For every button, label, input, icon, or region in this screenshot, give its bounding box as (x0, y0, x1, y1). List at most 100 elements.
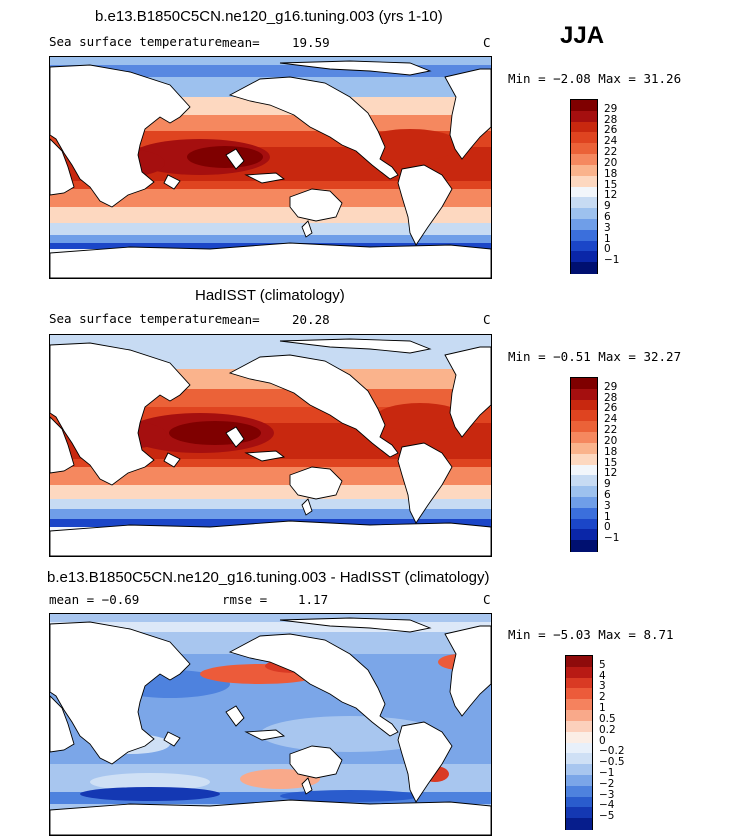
colorbar-tick-label: 0 (604, 521, 611, 534)
colorbar-tick-label: 20 (604, 434, 618, 447)
colorbar-swatch (566, 742, 592, 754)
colorbar-swatch (571, 378, 597, 390)
colorbar-swatch (571, 388, 597, 401)
colorbar-tick-label: −2 (599, 777, 615, 790)
colorbar-tick-label: 4 (599, 669, 606, 682)
land-masses (50, 60, 491, 278)
colorbar-tick-label: −0.2 (599, 745, 625, 758)
colorbar-swatch (566, 774, 592, 787)
colorbar-tick-label: 3 (599, 680, 606, 693)
panel1-colorbar (570, 99, 598, 274)
colorbar-tick-label: 22 (604, 146, 618, 159)
panel2-field-label: Sea surface temperature (49, 311, 223, 326)
colorbar-swatch (571, 121, 597, 133)
colorbar-tick-label: 3 (604, 499, 611, 512)
colorbar-tick-label: 12 (604, 189, 618, 202)
colorbar-tick-label: 18 (604, 445, 618, 458)
colorbar-swatch (571, 486, 597, 498)
colorbar-tick-label: 24 (604, 135, 618, 148)
colorbar-swatch (571, 251, 597, 263)
colorbar-tick-label: 20 (604, 156, 618, 169)
colorbar-tick-label: 26 (604, 124, 618, 137)
colorbar-swatch (571, 229, 597, 242)
colorbar-swatch (566, 785, 592, 798)
colorbar-swatch (571, 496, 597, 509)
colorbar-tick-label: 0.2 (599, 723, 616, 736)
colorbar-tick-label: 12 (604, 467, 618, 480)
colorbar-swatch (571, 453, 597, 465)
colorbar-swatch (566, 656, 592, 668)
colorbar-swatch (571, 518, 597, 530)
panel2-minmax: Min = −0.51 Max = 32.27 (508, 349, 682, 364)
colorbar-tick-label: 6 (604, 210, 611, 223)
colorbar-swatch (571, 240, 597, 252)
panel1-map (49, 56, 492, 279)
panel3-rmse-value: 1.17 (298, 592, 329, 607)
colorbar-tick-label: 5 (599, 658, 606, 671)
panel3-minmax: Min = −5.03 Max = 8.71 (508, 627, 674, 642)
colorbar-swatch (571, 529, 597, 541)
colorbar-tick-label: 3 (604, 221, 611, 234)
colorbar-tick-label: 1 (604, 232, 611, 245)
colorbar-tick-label: −3 (599, 788, 615, 801)
panel2-mean-label: mean= (222, 312, 260, 327)
colorbar-swatch (571, 410, 597, 422)
colorbar-swatch (571, 175, 597, 187)
panel2-units: C (483, 312, 491, 327)
colorbar-tick-label: −1 (599, 766, 615, 779)
colorbar-swatch (566, 807, 592, 819)
colorbar-swatch (566, 720, 592, 733)
panel3-map (49, 613, 492, 836)
colorbar-tick-label: 9 (604, 478, 611, 491)
panel1-field-label: Sea surface temperature (49, 34, 223, 49)
colorbar-tick-label: 22 (604, 424, 618, 437)
colorbar-tick-label: 29 (604, 102, 618, 115)
colorbar-swatch (566, 796, 592, 808)
colorbar-swatch (571, 186, 597, 198)
colorbar-swatch (571, 110, 597, 123)
colorbar-tick-label: −1 (604, 532, 620, 545)
colorbar-swatch (571, 262, 597, 274)
colorbar-swatch (566, 818, 592, 830)
panel2-map (49, 334, 492, 557)
colorbar-swatch (566, 677, 592, 689)
colorbar-swatch (571, 399, 597, 411)
colorbar-tick-label: 6 (604, 488, 611, 501)
colorbar-tick-label: 9 (604, 200, 611, 213)
colorbar-tick-label: 1 (599, 702, 606, 715)
colorbar-swatch (566, 731, 592, 743)
colorbar-tick-label: 2 (599, 691, 606, 704)
panel2-title: HadISST (climatology) (195, 287, 345, 304)
panel2-colorbar (570, 377, 598, 552)
colorbar-swatch (571, 100, 597, 112)
panel3-mean-label: mean = −0.69 (49, 592, 140, 607)
colorbar-swatch (571, 218, 597, 231)
colorbar-tick-label: 0.5 (599, 712, 616, 725)
colorbar-swatch (566, 753, 592, 765)
panel3-rmse-label: rmse = (222, 592, 268, 607)
colorbar-swatch (571, 143, 597, 155)
colorbar-tick-label: −4 (599, 799, 615, 812)
season-label: JJA (560, 22, 605, 49)
panel2-map-svg (50, 335, 491, 556)
colorbar-swatch (571, 197, 597, 209)
panel3-map-svg (50, 614, 491, 835)
colorbar-swatch (571, 432, 597, 444)
colorbar-tick-label: 26 (604, 402, 618, 415)
colorbar-tick-label: 28 (604, 391, 618, 404)
colorbar-swatch (566, 764, 592, 776)
colorbar-tick-label: 15 (604, 456, 618, 469)
panel1-minmax: Min = −2.08 Max = 31.26 (508, 71, 682, 86)
colorbar-tick-label: 24 (604, 413, 618, 426)
colorbar-tick-label: −5 (599, 810, 615, 823)
colorbar-swatch (566, 666, 592, 679)
colorbar-tick-label: 28 (604, 113, 618, 126)
colorbar-swatch (571, 442, 597, 455)
colorbar-tick-label: 15 (604, 178, 618, 191)
colorbar-tick-label: 0 (604, 243, 611, 256)
colorbar-tick-label: −0.5 (599, 756, 625, 769)
panel1-title: b.e13.B1850C5CN.ne120_g16.tuning.003 (yr… (95, 8, 443, 25)
panel1-mean-label: mean= (222, 35, 260, 50)
colorbar-tick-label: −1 (604, 254, 620, 267)
panel3-title: b.e13.B1850C5CN.ne120_g16.tuning.003 - H… (47, 569, 490, 586)
